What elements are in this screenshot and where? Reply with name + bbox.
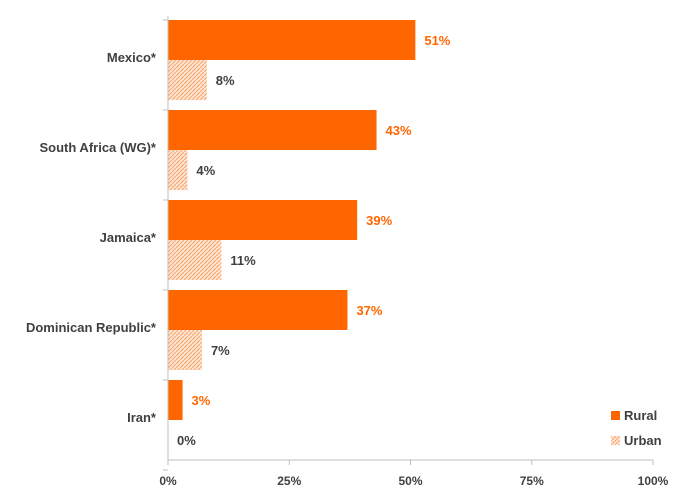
category-label-0: Mexico* <box>107 50 157 65</box>
data-label-rural-0: 51% <box>424 33 450 48</box>
bar-urban-3 <box>168 330 202 370</box>
x-tick-label-1: 25% <box>277 474 301 488</box>
axes-layer <box>163 16 654 471</box>
legend-label-rural: Rural <box>624 408 657 423</box>
data-label-urban-2: 11% <box>230 253 256 268</box>
data-label-urban-3: 7% <box>211 343 230 358</box>
x-tick-label-3: 75% <box>520 474 544 488</box>
data-label-urban-0: 8% <box>216 73 235 88</box>
data-label-urban-4: 0% <box>177 433 196 448</box>
data-label-rural-1: 43% <box>386 123 412 138</box>
legend-swatch-urban <box>611 436 620 445</box>
bar-rural-2 <box>168 200 358 240</box>
data-label-rural-2: 39% <box>366 213 392 228</box>
text-layer: 51% 8% Mexico* 43% 4% South Africa (WG)* 39% 11… <box>26 33 669 488</box>
x-tick-label-0: 0% <box>159 474 177 488</box>
bar-urban-1 <box>168 150 188 190</box>
legend: Rural Urban <box>611 408 662 448</box>
category-label-3: Dominican Republic* <box>26 320 157 335</box>
bar-urban-0 <box>168 60 207 100</box>
x-tick-label-4: 100% <box>638 474 669 488</box>
bar-rural-0 <box>168 20 416 60</box>
bar-rural-4 <box>168 380 183 420</box>
bars-layer <box>168 20 416 420</box>
bar-urban-2 <box>168 240 222 280</box>
bar-rural-3 <box>168 290 348 330</box>
category-label-1: South Africa (WG)* <box>39 140 156 155</box>
data-label-rural-3: 37% <box>356 303 382 318</box>
legend-label-urban: Urban <box>624 433 662 448</box>
x-tick-label-2: 50% <box>398 474 422 488</box>
category-label-2: Jamaica* <box>100 230 157 245</box>
data-label-urban-1: 4% <box>196 163 215 178</box>
category-label-4: Iran* <box>127 410 157 425</box>
legend-swatch-rural <box>611 411 620 420</box>
data-label-rural-4: 3% <box>192 393 211 408</box>
bar-rural-1 <box>168 110 377 150</box>
